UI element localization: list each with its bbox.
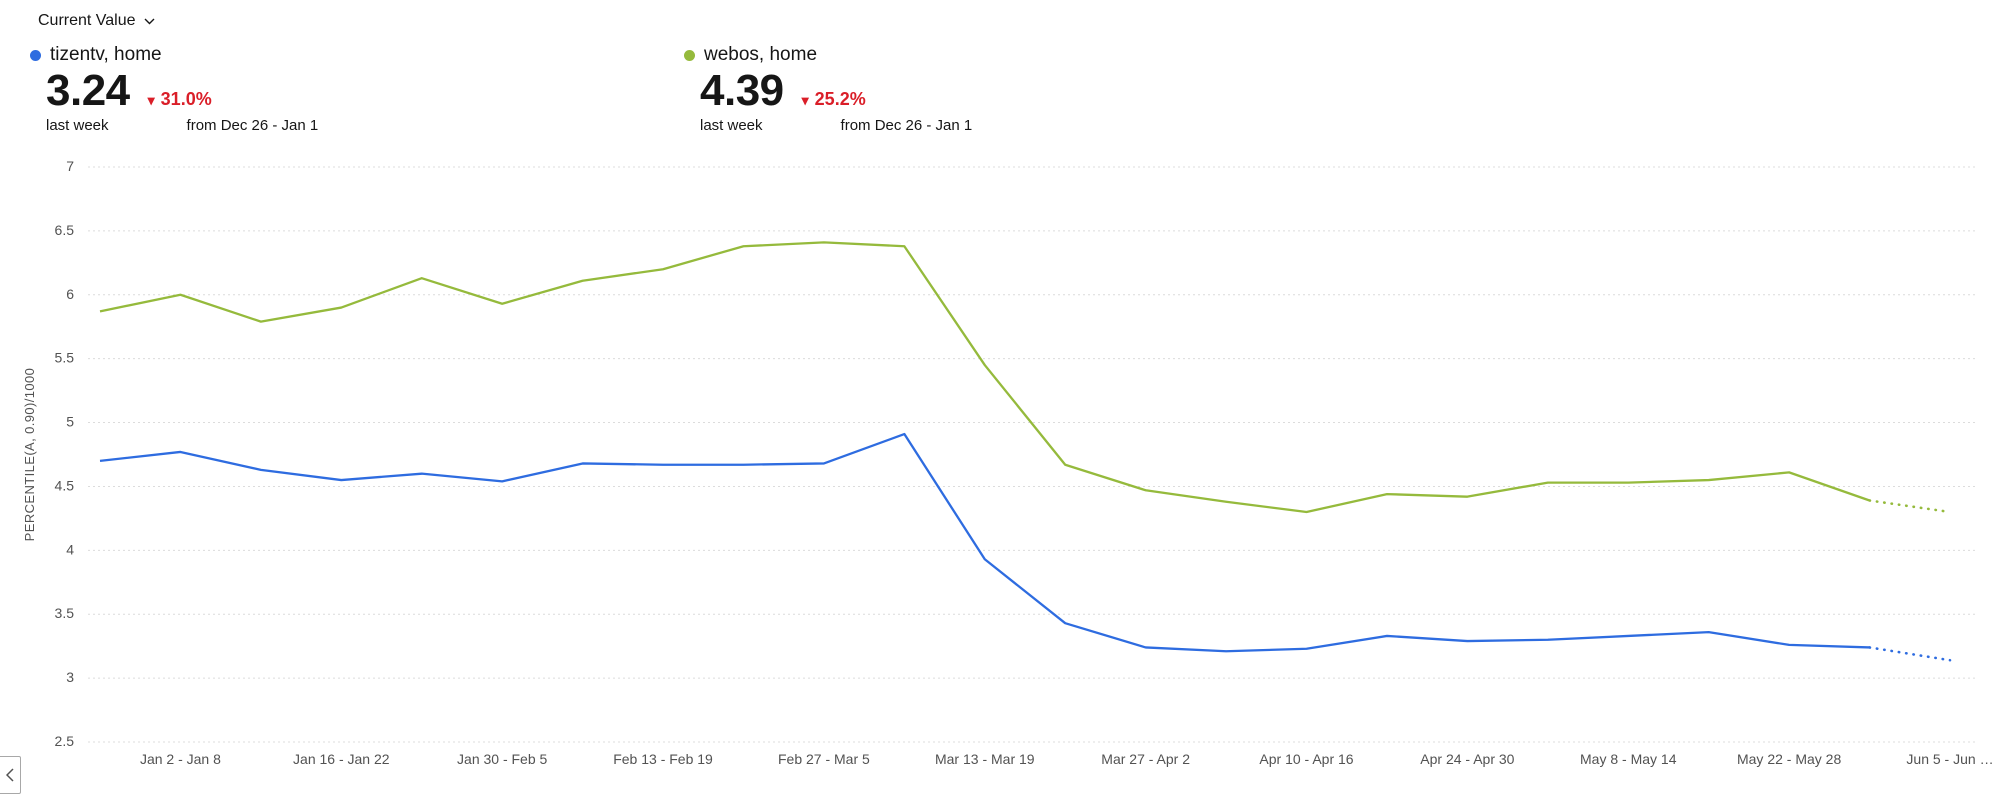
svg-text:Mar 27 - Apr 2: Mar 27 - Apr 2 [1101,751,1190,767]
svg-text:Jan 2 - Jan 8: Jan 2 - Jan 8 [140,751,221,767]
kpi-sub-row: last week from Dec 26 - Jan 1 [700,117,972,134]
svg-text:Apr 10 - Apr 16: Apr 10 - Apr 16 [1259,751,1353,767]
chevron-left-icon [6,768,14,782]
metric-selector-label: Current Value [38,12,136,29]
svg-text:5: 5 [66,414,74,430]
kpi-sub-row: last week from Dec 26 - Jan 1 [46,117,318,134]
series-color-dot [684,49,695,61]
svg-text:6: 6 [66,286,74,302]
legend-item-webos[interactable]: webos, home [684,44,972,66]
change-percent: 31.0% [160,89,212,109]
svg-text:Apr 24 - Apr 30: Apr 24 - Apr 30 [1420,751,1514,767]
svg-text:May 8 - May 14: May 8 - May 14 [1580,751,1677,767]
change-indicator: ▾ 31.0% [148,89,212,110]
svg-text:May 22 - May 28: May 22 - May 28 [1737,751,1841,767]
svg-text:Feb 27 - Mar 5: Feb 27 - Mar 5 [778,751,870,767]
svg-text:7: 7 [66,158,74,174]
chart-canvas: 2.5 3 3.5 4 4.5 5 5.5 6 6.5 7 PERCENTILE(A, 0.90)/… [22,158,1994,767]
svg-text:Mar 13 - Mar 19: Mar 13 - Mar 19 [935,751,1035,767]
metric-selector-dropdown[interactable]: Current Value [38,12,155,30]
svg-text:Feb 13 - Feb 19: Feb 13 - Feb 19 [613,751,713,767]
svg-text:PERCENTILE(A, 0.90)/1000: PERCENTILE(A, 0.90)/1000 [22,368,37,542]
trend-down-icon: ▾ [147,92,155,108]
kpi-webos: webos, home 4.39 ▾ 25.2% last week from … [684,44,972,134]
change-indicator: ▾ 25.2% [802,89,866,110]
change-percent: 25.2% [814,89,866,109]
svg-text:5.5: 5.5 [55,350,75,366]
series-label: tizentv, home [50,44,162,65]
kpi-value-row: 4.39 ▾ 25.2% [700,66,972,117]
svg-text:6.5: 6.5 [55,222,75,238]
svg-text:Jun 5 - Jun …: Jun 5 - Jun … [1906,751,1993,767]
series-color-dot [30,49,41,61]
kpi-value-row: 3.24 ▾ 31.0% [46,66,318,117]
svg-text:3: 3 [66,669,74,685]
period-label: last week [46,116,109,134]
chevron-down-icon [144,18,155,24]
line-chart[interactable]: 2.5 3 3.5 4 4.5 5 5.5 6 6.5 7 PERCENTILE(A, 0.90)/… [0,145,1999,794]
current-value: 4.39 [700,66,784,115]
svg-text:4.5: 4.5 [55,477,75,493]
svg-text:4: 4 [66,541,74,557]
kpi-tizentv: tizentv, home 3.24 ▾ 31.0% last week fro… [30,44,318,134]
comparison-label: from Dec 26 - Jan 1 [840,116,973,134]
legend-item-tizentv[interactable]: tizentv, home [30,44,318,66]
svg-text:3.5: 3.5 [55,605,75,621]
current-value: 3.24 [46,66,130,115]
svg-text:Jan 16 - Jan 22: Jan 16 - Jan 22 [293,751,390,767]
comparison-label: from Dec 26 - Jan 1 [186,116,319,134]
series-label: webos, home [704,44,818,65]
period-label: last week [700,116,763,134]
collapse-panel-button[interactable] [0,756,21,794]
trend-down-icon: ▾ [801,92,809,108]
svg-text:Jan 30 - Feb 5: Jan 30 - Feb 5 [457,751,547,767]
svg-text:2.5: 2.5 [55,733,75,749]
